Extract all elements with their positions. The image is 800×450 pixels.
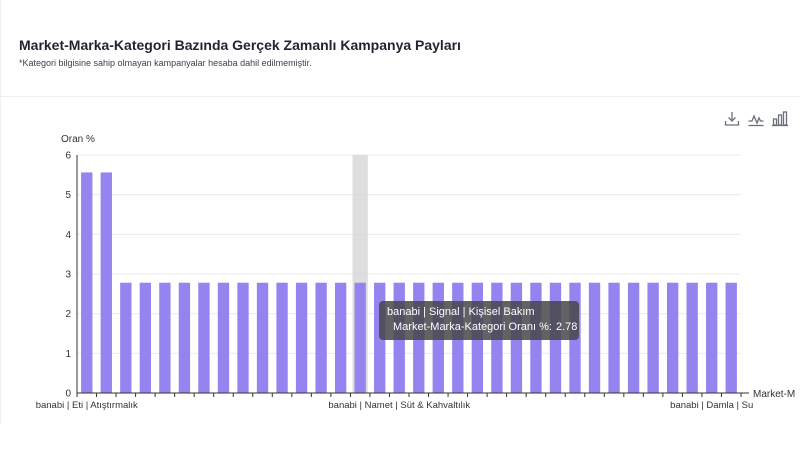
tooltip-series-name: Market-Marka-Kategori Oranı % bbox=[393, 321, 549, 333]
bar[interactable] bbox=[706, 282, 718, 393]
bar-tooltip: banabi | Signal | Kişisel Bakım Market-M… bbox=[379, 301, 579, 340]
bar[interactable] bbox=[178, 282, 191, 393]
bar[interactable] bbox=[686, 282, 698, 393]
chart-title: Market-Marka-Kategori Bazında Gerçek Zam… bbox=[19, 37, 461, 53]
bar[interactable] bbox=[725, 282, 737, 393]
bar[interactable] bbox=[198, 282, 210, 393]
bar[interactable] bbox=[100, 172, 112, 393]
y-tick-label: 0 bbox=[65, 389, 71, 400]
chart-toolbox bbox=[723, 110, 789, 130]
download-icon[interactable] bbox=[723, 110, 741, 128]
bar[interactable] bbox=[159, 282, 171, 393]
x-axis-name: Market-M bbox=[753, 389, 795, 400]
bar[interactable] bbox=[256, 282, 269, 393]
y-tick-label: 6 bbox=[65, 151, 71, 162]
y-tick-label: 5 bbox=[65, 190, 71, 201]
bar[interactable] bbox=[588, 282, 601, 393]
chart-subtitle: *Kategori bilgisine sahip olmayan kampan… bbox=[19, 58, 312, 68]
bar-chart: 0 1 2 3 4 5 6 banabi | Eti | Atıştırmalık banabi… bbox=[36, 134, 796, 412]
chart-card: Market-Marka-Kategori Bazında Gerçek Zam… bbox=[0, 0, 800, 425]
bar[interactable] bbox=[81, 172, 93, 393]
bar[interactable] bbox=[647, 282, 659, 393]
bar[interactable] bbox=[627, 282, 640, 393]
y-axis-label: Oran % bbox=[61, 134, 95, 145]
bar[interactable] bbox=[334, 282, 347, 393]
y-tick-label: 2 bbox=[65, 309, 71, 320]
bar[interactable] bbox=[237, 282, 249, 393]
bar-chart-icon[interactable] bbox=[771, 110, 789, 128]
bar[interactable] bbox=[276, 282, 288, 393]
tooltip-colon: : bbox=[548, 321, 552, 333]
x-tick-label: banabi | Damla | Su bbox=[670, 400, 753, 411]
y-tick-label: 1 bbox=[65, 349, 71, 360]
axes: 0 1 2 3 4 5 6 banabi | Eti | Atıştırmalık banabi… bbox=[36, 151, 754, 412]
y-tick-label: 3 bbox=[65, 270, 71, 281]
bar[interactable] bbox=[666, 282, 679, 393]
x-tick-label: banabi | Eti | Atıştırmalık bbox=[36, 400, 138, 411]
y-tick-label: 4 bbox=[65, 230, 71, 241]
tooltip-category: banabi | Signal | Kişisel Bakım bbox=[387, 306, 535, 318]
line-chart-icon[interactable] bbox=[747, 110, 765, 128]
x-tick-label: banabi | Namet | Süt & Kahvaltılık bbox=[328, 400, 470, 411]
bar[interactable] bbox=[217, 282, 230, 393]
bar[interactable] bbox=[295, 282, 308, 393]
bar[interactable] bbox=[120, 282, 132, 393]
bars bbox=[81, 172, 737, 393]
bar[interactable] bbox=[608, 282, 620, 393]
card-header: Market-Marka-Kategori Bazında Gerçek Zam… bbox=[1, 0, 800, 97]
bar[interactable] bbox=[315, 282, 327, 393]
tooltip-value: 2.78 bbox=[555, 321, 578, 333]
bar[interactable] bbox=[139, 282, 152, 393]
bar[interactable] bbox=[354, 282, 366, 393]
